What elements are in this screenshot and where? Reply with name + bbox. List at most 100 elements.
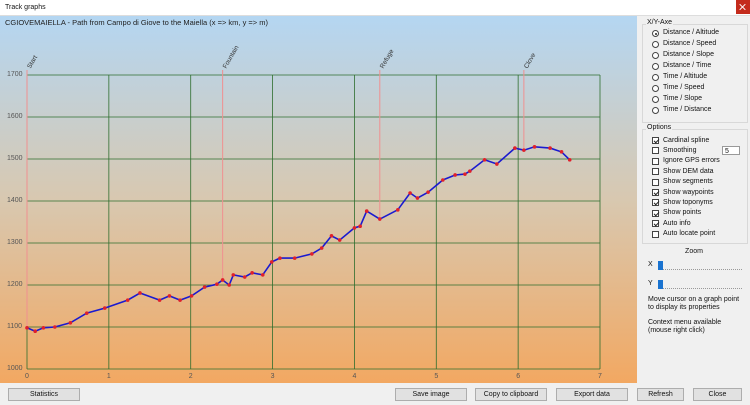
axis-radio[interactable] bbox=[652, 85, 659, 92]
options-group-box bbox=[642, 129, 748, 244]
track-point bbox=[25, 326, 29, 330]
close-window[interactable] bbox=[736, 0, 750, 14]
track-point bbox=[167, 294, 172, 298]
track-point bbox=[495, 162, 499, 166]
track-point bbox=[378, 217, 382, 221]
option-checkbox[interactable] bbox=[652, 199, 659, 207]
axis-option-label[interactable]: Distance / Altitude bbox=[663, 29, 720, 36]
axis-radio[interactable] bbox=[652, 30, 659, 37]
option-label[interactable]: Auto info bbox=[663, 219, 691, 227]
axis-radio[interactable] bbox=[652, 107, 659, 114]
x-tick-label: 6 bbox=[516, 373, 520, 380]
option-checkbox[interactable] bbox=[652, 178, 659, 186]
button[interactable]: Export data bbox=[556, 388, 628, 401]
track-point bbox=[352, 226, 357, 230]
button[interactable]: Save image bbox=[395, 388, 467, 401]
track-point bbox=[157, 298, 162, 302]
track-point bbox=[463, 172, 467, 176]
option-checkbox[interactable] bbox=[652, 157, 659, 165]
track-point bbox=[441, 178, 445, 182]
option-label[interactable]: Show waypoints bbox=[663, 188, 714, 196]
track-point bbox=[358, 224, 362, 228]
axis-radio[interactable] bbox=[652, 63, 659, 70]
track-point bbox=[532, 145, 537, 149]
axis-option-label[interactable]: Time / Altitude bbox=[663, 73, 708, 80]
x-tick-label: 0 bbox=[25, 373, 29, 380]
track-point bbox=[319, 246, 324, 250]
option-checkbox[interactable] bbox=[652, 147, 659, 155]
track-point bbox=[548, 146, 552, 150]
option-checkbox[interactable] bbox=[652, 230, 659, 238]
track-point bbox=[33, 329, 37, 334]
zoom-slider-thumb[interactable] bbox=[658, 280, 663, 289]
track-point bbox=[278, 256, 282, 260]
axis-radio[interactable] bbox=[652, 52, 659, 59]
axis-option-label[interactable]: Distance / Speed bbox=[663, 40, 717, 47]
track-point bbox=[269, 260, 274, 264]
title-bar: Track graphs bbox=[0, 0, 750, 16]
option-label[interactable]: Cardinal spline bbox=[663, 136, 710, 144]
y-tick-label: 1600 bbox=[7, 113, 23, 120]
option-label[interactable]: Auto locate point bbox=[663, 230, 716, 238]
button[interactable]: Refresh bbox=[637, 388, 684, 401]
button[interactable]: Copy to clipboard bbox=[475, 388, 547, 401]
axis-option-label[interactable]: Time / Slope bbox=[663, 95, 703, 102]
track-point bbox=[482, 158, 487, 162]
option-label[interactable]: Show DEM data bbox=[663, 167, 714, 175]
y-tick-label: 1400 bbox=[7, 197, 23, 204]
option-label[interactable]: Show segments bbox=[663, 178, 713, 186]
track-point bbox=[53, 325, 57, 329]
track-point bbox=[415, 196, 420, 200]
option-checkbox[interactable] bbox=[652, 220, 659, 228]
track-point bbox=[396, 208, 400, 212]
track-point bbox=[242, 275, 247, 279]
option-checkbox[interactable] bbox=[652, 209, 659, 217]
track-point bbox=[292, 256, 297, 260]
track-point bbox=[41, 326, 46, 330]
y-tick-label: 1700 bbox=[7, 71, 23, 78]
option-checkbox[interactable] bbox=[652, 189, 659, 196]
track-point bbox=[178, 298, 182, 302]
track-point bbox=[68, 321, 73, 325]
y-tick-label: 1500 bbox=[7, 155, 23, 162]
zoom-slider-track[interactable] bbox=[658, 269, 742, 271]
axis-radio[interactable] bbox=[652, 74, 659, 81]
axis-group-title: X/Y-Axe bbox=[646, 19, 674, 26]
track-point bbox=[426, 190, 430, 194]
zoom-slider-track[interactable] bbox=[658, 288, 742, 290]
track-point bbox=[215, 282, 219, 286]
option-label[interactable]: Ignore GPS errors bbox=[663, 157, 720, 165]
zoom-slider-thumb[interactable] bbox=[658, 261, 663, 270]
zoom-axis-label: Y bbox=[648, 280, 653, 287]
track-point bbox=[310, 252, 314, 256]
track-point bbox=[102, 306, 107, 310]
option-label[interactable]: Show toponyms bbox=[663, 198, 713, 206]
y-tick-label: 1000 bbox=[7, 365, 23, 372]
axis-radio[interactable] bbox=[652, 41, 659, 48]
option-label[interactable]: Show points bbox=[663, 209, 702, 217]
option-label[interactable]: Smoothing bbox=[663, 146, 697, 154]
axis-option-label[interactable]: Distance / Slope bbox=[663, 51, 714, 58]
option-checkbox[interactable] bbox=[652, 137, 659, 144]
axis-option-label[interactable]: Distance / Time bbox=[663, 62, 712, 69]
axis-option-label[interactable]: Time / Distance bbox=[663, 106, 712, 113]
button[interactable]: Statistics bbox=[8, 388, 80, 401]
track-point bbox=[189, 294, 194, 298]
track-point bbox=[337, 238, 342, 242]
help-text: Move cursor on a graph point to display … bbox=[648, 296, 740, 311]
track-point bbox=[408, 191, 412, 195]
track-point bbox=[250, 271, 254, 275]
smoothing-spinner[interactable]: 5 bbox=[722, 146, 740, 156]
x-tick-label: 4 bbox=[352, 373, 356, 380]
x-tick-label: 3 bbox=[271, 373, 275, 380]
track-point bbox=[227, 283, 231, 287]
option-checkbox[interactable] bbox=[652, 168, 659, 176]
axis-option-label[interactable]: Time / Speed bbox=[663, 84, 705, 91]
track-point bbox=[468, 169, 472, 173]
zoom-title: Zoom bbox=[685, 248, 703, 255]
track-point bbox=[513, 146, 517, 150]
button[interactable]: Close bbox=[693, 388, 742, 401]
x-tick-label: 1 bbox=[107, 373, 111, 380]
axis-radio[interactable] bbox=[652, 96, 659, 103]
